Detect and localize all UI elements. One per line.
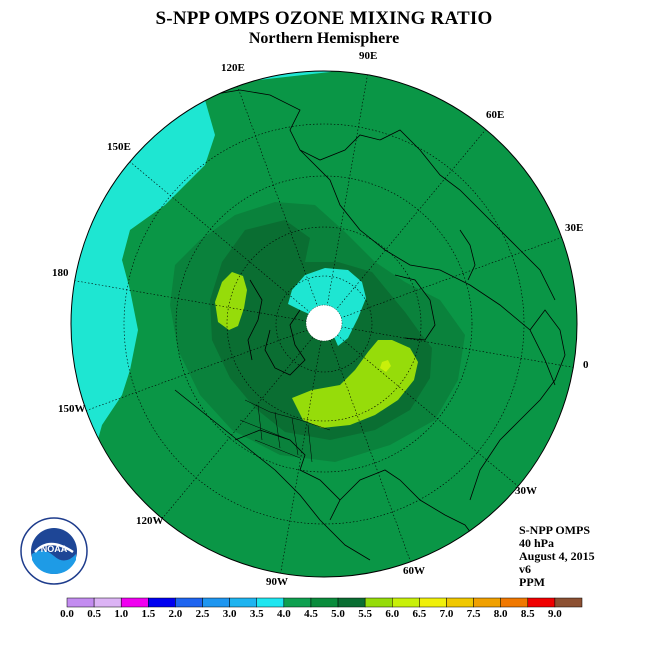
color-scale-tick-label: 7.0 xyxy=(439,608,454,620)
color-scale-tick-label: 6.0 xyxy=(385,608,400,620)
color-scale-bar xyxy=(66,597,583,608)
lon-label-120w: 120W xyxy=(136,515,164,527)
color-scale-swatch xyxy=(120,597,149,608)
lon-label-90w: 90W xyxy=(266,576,288,588)
color-scale-swatch xyxy=(202,597,230,608)
color-scale-swatch xyxy=(93,597,122,608)
color-scale-swatch xyxy=(446,597,474,608)
lon-label-90e: 90E xyxy=(359,50,378,62)
color-scale-tick-label: 5.0 xyxy=(331,608,345,620)
color-scale-tick-label: 3.0 xyxy=(222,608,237,620)
date-text: August 4, 2015 xyxy=(519,549,595,563)
color-scale-swatch xyxy=(419,597,447,608)
ozone-region-6.0-6.5 xyxy=(380,360,391,372)
lon-label-60w: 60W xyxy=(403,565,425,577)
ozone-region-left-5.5-6.0 xyxy=(215,272,247,330)
color-scale-swatch xyxy=(175,597,203,608)
color-scale-tick-label: 7.5 xyxy=(466,608,481,620)
color-scale-swatch xyxy=(283,597,312,608)
lon-label-0: 0 xyxy=(583,359,589,371)
lon-label-120e: 120E xyxy=(221,62,245,74)
pole-no-data xyxy=(305,304,343,342)
color-scale-swatch xyxy=(554,597,583,608)
color-scale-tick-label: 3.5 xyxy=(249,608,264,620)
noaa-logo: NOAA xyxy=(20,517,88,585)
color-scale-tick-label: 2.5 xyxy=(195,608,210,620)
color-scale-swatch xyxy=(527,597,556,608)
color-scale-swatch xyxy=(229,597,257,608)
map-boundary xyxy=(70,70,578,578)
logo-wordmark: NOAA xyxy=(41,544,68,554)
pressure-text: 40 hPa xyxy=(519,536,555,550)
color-scale-tick-label: 4.0 xyxy=(276,608,291,620)
color-scale-swatch xyxy=(364,597,393,608)
info-block: S-NPP OMPS 40 hPa August 4, 2015 v6 PPM xyxy=(519,524,595,589)
color-scale-tick-label: 0.5 xyxy=(87,608,101,620)
map-subtitle: Northern Hemisphere xyxy=(248,30,400,47)
version-text: v6 xyxy=(519,562,531,576)
color-scale-swatch xyxy=(392,597,420,608)
color-scale-swatch xyxy=(66,597,95,608)
color-scale-swatch xyxy=(500,597,529,608)
ozone-region-3.5-4.0 xyxy=(71,71,360,450)
color-scale-tick-label: 1.0 xyxy=(114,608,129,620)
lon-label-180: 180 xyxy=(52,267,69,279)
color-scale-swatch xyxy=(148,597,176,608)
graticule xyxy=(71,71,577,577)
color-scale-tick-label: 0.0 xyxy=(60,608,74,620)
color-scale-swatch xyxy=(337,597,366,608)
lon-label-60e: 60E xyxy=(486,109,505,121)
lon-label-150w: 150W xyxy=(58,403,86,415)
units-text: PPM xyxy=(519,575,545,589)
color-scale-tick-label: 2.0 xyxy=(168,608,183,620)
lon-label-30e: 30E xyxy=(565,222,584,234)
color-scale-tick-label: 8.5 xyxy=(520,608,535,620)
ozone-field xyxy=(71,71,577,577)
color-scale-swatch xyxy=(256,597,285,608)
lon-label-150e: 150E xyxy=(107,141,131,153)
color-scale-swatch xyxy=(310,597,339,608)
color-scale-tick-label: 6.5 xyxy=(412,608,427,620)
color-scale-tick-label: 5.5 xyxy=(358,608,373,620)
color-scale-tick-label: 8.0 xyxy=(493,608,508,620)
color-scale-swatch xyxy=(473,597,501,608)
color-scale-tick-label: 9.0 xyxy=(548,608,562,620)
coastlines xyxy=(174,89,566,561)
map-title: S-NPP OMPS OZONE MIXING RATIO xyxy=(155,8,493,29)
instrument-text: S-NPP OMPS xyxy=(519,523,590,537)
political-borders xyxy=(239,399,331,463)
color-scale-tick-label: 1.5 xyxy=(141,608,156,620)
color-scale-tick-label: 4.5 xyxy=(304,608,318,620)
lon-label-30w: 30W xyxy=(515,485,537,497)
